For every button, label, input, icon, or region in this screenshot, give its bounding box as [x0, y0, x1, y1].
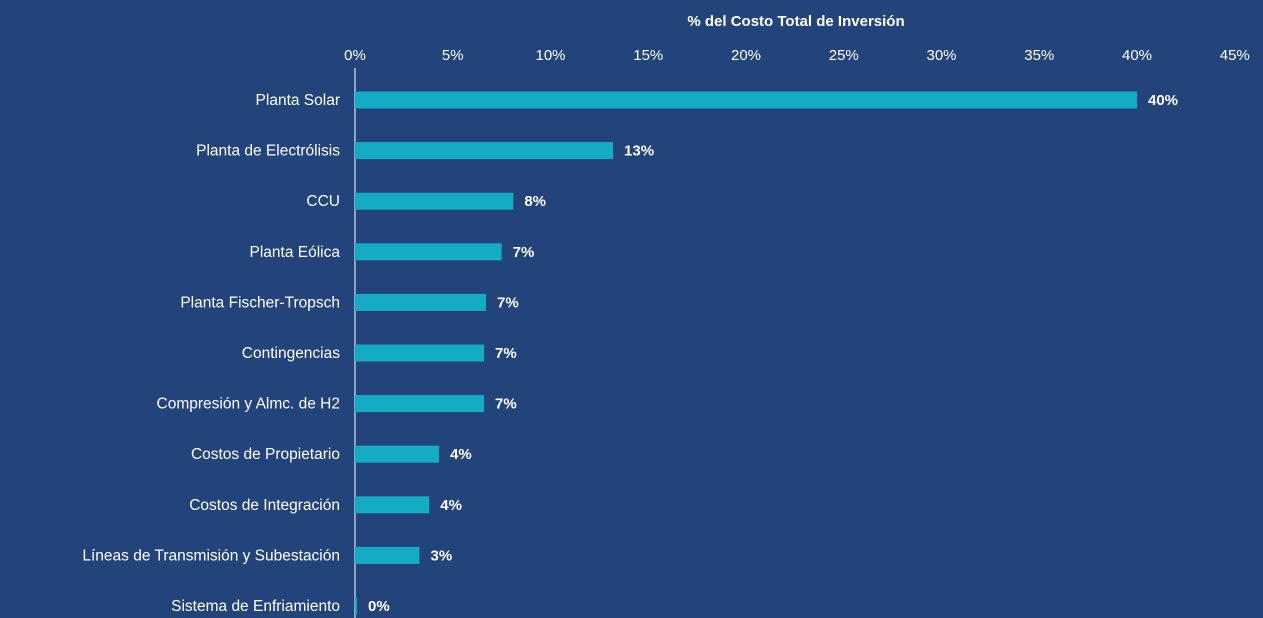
- bar: [355, 597, 357, 615]
- data-label: 8%: [524, 193, 546, 210]
- bar: [355, 445, 440, 463]
- data-label: 40%: [1148, 92, 1178, 109]
- data-label: 7%: [495, 396, 517, 413]
- x-tick-label: 20%: [731, 47, 761, 64]
- data-label: 7%: [497, 294, 519, 311]
- category-label: Costos de Propietario: [191, 446, 340, 463]
- bar: [355, 293, 486, 311]
- category-label: Costos de Integración: [189, 497, 340, 514]
- bar: [355, 91, 1137, 109]
- data-label: 4%: [450, 446, 472, 463]
- category-label: Líneas de Transmisión y Subestación: [82, 547, 340, 564]
- bar: [355, 546, 420, 564]
- x-tick-label: 25%: [829, 47, 859, 64]
- category-label: CCU: [306, 193, 340, 210]
- x-tick-label: 5%: [442, 47, 464, 64]
- x-tick-label: 40%: [1122, 47, 1152, 64]
- data-label: 3%: [431, 547, 453, 564]
- bar: [355, 344, 485, 362]
- x-tick-label: 30%: [926, 47, 956, 64]
- category-label: Planta Solar: [256, 92, 340, 109]
- bar: [355, 395, 485, 413]
- x-axis-title: % del Costo Total de Inversión: [687, 13, 904, 30]
- category-label: Compresión y Almc. de H2: [157, 396, 341, 413]
- x-tick-label: 45%: [1220, 47, 1250, 64]
- data-label: 7%: [495, 345, 517, 362]
- category-label: Planta de Electrólisis: [196, 143, 340, 160]
- bar: [355, 192, 514, 210]
- x-tick-label: 0%: [344, 47, 366, 64]
- bar: [355, 243, 502, 261]
- category-label: Planta Fischer-Tropsch: [180, 294, 340, 311]
- x-tick-label: 10%: [535, 47, 565, 64]
- data-label: 4%: [440, 497, 462, 514]
- x-tick-label: 15%: [633, 47, 663, 64]
- bars-group: Planta Solar 40% Planta de Electrólisis 13%…: [82, 91, 1178, 615]
- x-tick-label: 35%: [1024, 47, 1054, 64]
- data-label: 13%: [624, 143, 654, 160]
- data-label: 7%: [513, 244, 535, 261]
- bar: [355, 142, 614, 160]
- x-axis-ticks: 0% 5% 10% 15% 20% 25% 30% 35% 40% 45%: [344, 47, 1250, 64]
- category-label: Contingencias: [242, 345, 340, 362]
- category-label: Sistema de Enfriamiento: [171, 598, 340, 615]
- data-label: 0%: [368, 598, 390, 615]
- category-label: Planta Eólica: [250, 244, 341, 261]
- bar: [355, 496, 430, 514]
